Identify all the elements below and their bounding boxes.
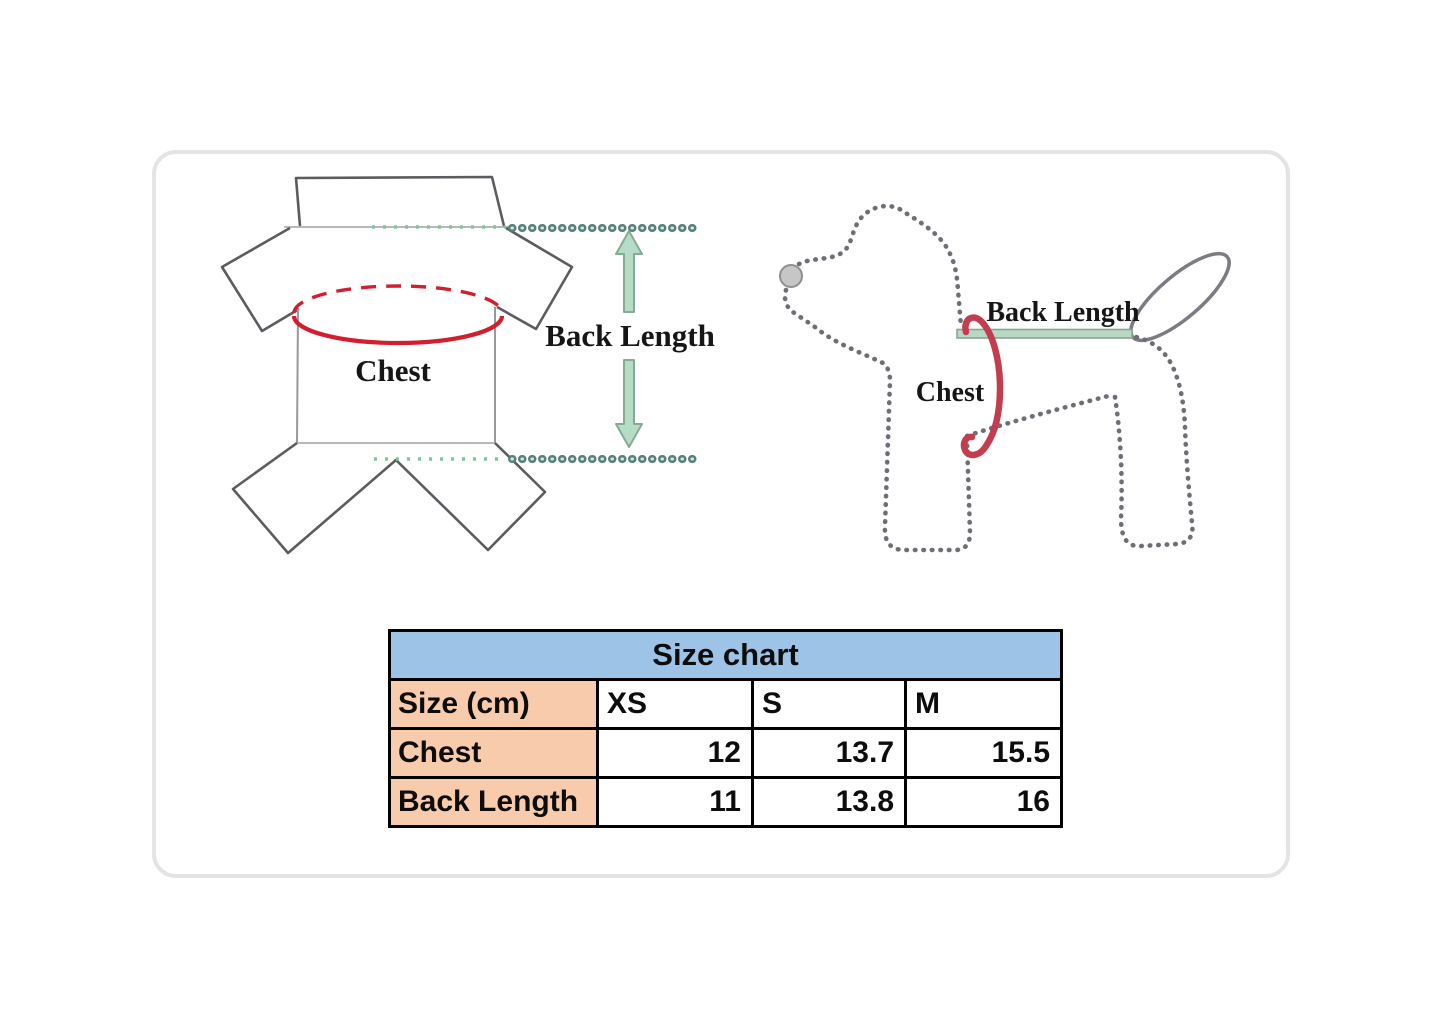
garment-chest-ellipse-dashed <box>292 284 504 314</box>
chest-value-xs: 12 <box>596 727 754 779</box>
size-column-header-m: M <box>904 678 1063 730</box>
measurement-illustration: Chest Back Length <box>220 175 1231 555</box>
back-length-arrow-up-icon <box>615 230 643 313</box>
size-column-header-xs: XS <box>596 678 754 730</box>
chest-value-s: 13.7 <box>751 727 907 779</box>
dog-back-length-label: Back Length <box>986 297 1140 328</box>
dog-chest-label: Chest <box>916 377 985 408</box>
size-column-header-s: S <box>751 678 907 730</box>
back-length-value-s: 13.8 <box>751 776 907 828</box>
row-label-back-length: Back Length <box>388 776 599 828</box>
dog-nose-icon <box>779 264 803 288</box>
row-label-chest: Chest <box>388 727 599 779</box>
garment-right-sleeve-outline <box>496 226 574 331</box>
garment-back-length-label: Back Length <box>545 318 715 353</box>
size-chart-header-row: Size (cm) XS S M <box>388 678 1063 730</box>
dog-body-outline <box>782 203 1195 553</box>
garment-collar-outline <box>294 175 506 227</box>
dog-tail-outline <box>1129 251 1231 343</box>
size-chart-title-row: Size chart <box>388 629 1063 681</box>
garment-leg-flaps-outline <box>231 441 547 555</box>
dog-chest-arc <box>960 314 1004 459</box>
garment-body-sides <box>296 307 496 444</box>
garment-chest-label: Chest <box>355 353 431 388</box>
garment-chest-ellipse-solid <box>291 315 505 346</box>
size-chart-corner-header: Size (cm) <box>388 678 599 730</box>
chest-value-m: 15.5 <box>904 727 1063 779</box>
back-length-value-m: 16 <box>904 776 1063 828</box>
back-length-arrow-down-icon <box>615 359 643 448</box>
table-row-chest: Chest 12 13.7 15.5 <box>388 727 1063 779</box>
garment-left-sleeve-outline <box>220 226 300 333</box>
size-chart-table: Size chart Size (cm) XS S M Chest 12 13.… <box>388 629 1063 828</box>
flat-garment-diagram: Chest Back Length <box>220 175 715 555</box>
table-row-back-length: Back Length 11 13.8 16 <box>388 776 1063 828</box>
size-chart-title: Size chart <box>388 629 1063 681</box>
dog-measurement-diagram: Back Length Chest <box>779 203 1231 553</box>
dog-back-length-bar <box>956 328 1133 339</box>
back-length-value-xs: 11 <box>596 776 754 828</box>
